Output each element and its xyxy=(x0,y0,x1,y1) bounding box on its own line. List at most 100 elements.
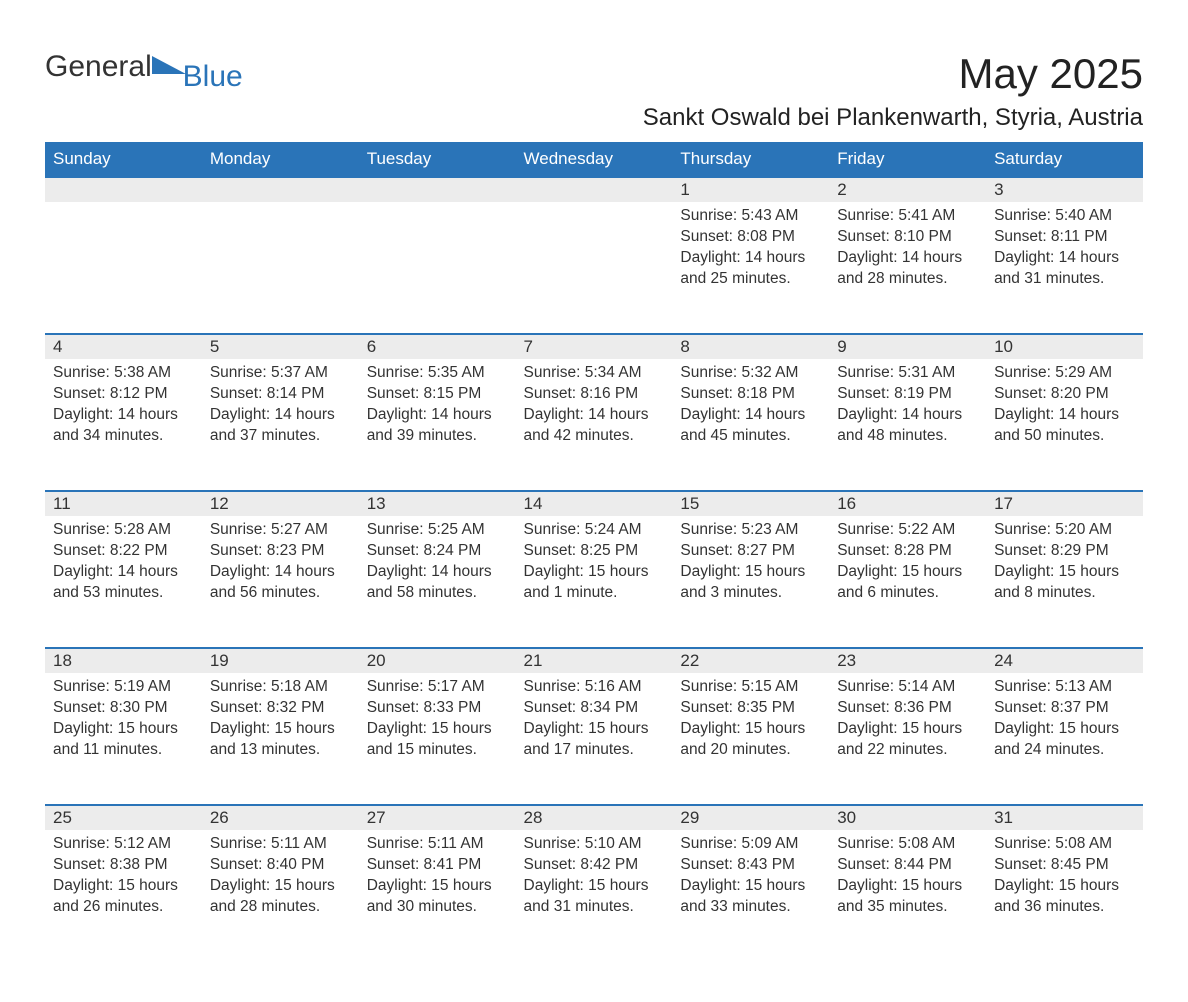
day-number: 3 xyxy=(986,178,1143,202)
day-number-cell: 9 xyxy=(829,334,986,359)
sunrise-text: Sunrise: 5:12 AM xyxy=(53,834,194,855)
sunrise-text: Sunrise: 5:41 AM xyxy=(837,206,978,227)
weekday-header: Saturday xyxy=(986,142,1143,177)
day-body xyxy=(202,202,359,214)
day-cell: Sunrise: 5:17 AMSunset: 8:33 PMDaylight:… xyxy=(359,673,516,805)
day-body: Sunrise: 5:15 AMSunset: 8:35 PMDaylight:… xyxy=(672,673,829,769)
sunset-text: Sunset: 8:30 PM xyxy=(53,698,194,719)
day-body: Sunrise: 5:37 AMSunset: 8:14 PMDaylight:… xyxy=(202,359,359,455)
daylight-text: Daylight: 15 hours and 33 minutes. xyxy=(680,876,821,918)
day-number-cell: 6 xyxy=(359,334,516,359)
day-body: Sunrise: 5:28 AMSunset: 8:22 PMDaylight:… xyxy=(45,516,202,612)
day-number: 27 xyxy=(359,806,516,830)
daylight-text: Daylight: 15 hours and 26 minutes. xyxy=(53,876,194,918)
day-cell: Sunrise: 5:18 AMSunset: 8:32 PMDaylight:… xyxy=(202,673,359,805)
day-number: 22 xyxy=(672,649,829,673)
day-cell: Sunrise: 5:19 AMSunset: 8:30 PMDaylight:… xyxy=(45,673,202,805)
calendar-table: Sunday Monday Tuesday Wednesday Thursday… xyxy=(45,142,1143,962)
day-number-cell: 21 xyxy=(516,648,673,673)
day-cell: Sunrise: 5:40 AMSunset: 8:11 PMDaylight:… xyxy=(986,202,1143,334)
week-body-row: Sunrise: 5:19 AMSunset: 8:30 PMDaylight:… xyxy=(45,673,1143,805)
day-number: 12 xyxy=(202,492,359,516)
day-body: Sunrise: 5:27 AMSunset: 8:23 PMDaylight:… xyxy=(202,516,359,612)
logo: General Blue xyxy=(45,50,251,84)
sunrise-text: Sunrise: 5:15 AM xyxy=(680,677,821,698)
day-cell: Sunrise: 5:08 AMSunset: 8:44 PMDaylight:… xyxy=(829,830,986,962)
sunset-text: Sunset: 8:33 PM xyxy=(367,698,508,719)
weekday-header: Monday xyxy=(202,142,359,177)
day-number-cell: 10 xyxy=(986,334,1143,359)
sunset-text: Sunset: 8:41 PM xyxy=(367,855,508,876)
sunset-text: Sunset: 8:44 PM xyxy=(837,855,978,876)
day-body: Sunrise: 5:40 AMSunset: 8:11 PMDaylight:… xyxy=(986,202,1143,298)
sunset-text: Sunset: 8:28 PM xyxy=(837,541,978,562)
day-number: 6 xyxy=(359,335,516,359)
daylight-text: Daylight: 14 hours and 58 minutes. xyxy=(367,562,508,604)
sunset-text: Sunset: 8:34 PM xyxy=(524,698,665,719)
day-number: 21 xyxy=(516,649,673,673)
day-cell: Sunrise: 5:29 AMSunset: 8:20 PMDaylight:… xyxy=(986,359,1143,491)
day-number-cell: 19 xyxy=(202,648,359,673)
sunrise-text: Sunrise: 5:25 AM xyxy=(367,520,508,541)
sunrise-text: Sunrise: 5:13 AM xyxy=(994,677,1135,698)
day-cell: Sunrise: 5:16 AMSunset: 8:34 PMDaylight:… xyxy=(516,673,673,805)
logo-text: General Blue xyxy=(45,50,251,84)
daylight-text: Daylight: 15 hours and 13 minutes. xyxy=(210,719,351,761)
weekday-header: Friday xyxy=(829,142,986,177)
day-number-cell: 20 xyxy=(359,648,516,673)
sunrise-text: Sunrise: 5:43 AM xyxy=(680,206,821,227)
day-number-cell xyxy=(516,177,673,202)
sunrise-text: Sunrise: 5:14 AM xyxy=(837,677,978,698)
day-body: Sunrise: 5:08 AMSunset: 8:44 PMDaylight:… xyxy=(829,830,986,926)
day-body: Sunrise: 5:17 AMSunset: 8:33 PMDaylight:… xyxy=(359,673,516,769)
day-number-cell: 23 xyxy=(829,648,986,673)
week-body-row: Sunrise: 5:28 AMSunset: 8:22 PMDaylight:… xyxy=(45,516,1143,648)
day-number xyxy=(202,178,359,182)
sunrise-text: Sunrise: 5:08 AM xyxy=(994,834,1135,855)
day-cell: Sunrise: 5:22 AMSunset: 8:28 PMDaylight:… xyxy=(829,516,986,648)
sunrise-text: Sunrise: 5:20 AM xyxy=(994,520,1135,541)
calendar-body: 123Sunrise: 5:43 AMSunset: 8:08 PMDaylig… xyxy=(45,177,1143,962)
sunrise-text: Sunrise: 5:37 AM xyxy=(210,363,351,384)
day-cell: Sunrise: 5:15 AMSunset: 8:35 PMDaylight:… xyxy=(672,673,829,805)
sunrise-text: Sunrise: 5:18 AM xyxy=(210,677,351,698)
sunrise-text: Sunrise: 5:09 AM xyxy=(680,834,821,855)
sunrise-text: Sunrise: 5:10 AM xyxy=(524,834,665,855)
day-number: 10 xyxy=(986,335,1143,359)
day-number-cell: 4 xyxy=(45,334,202,359)
day-cell: Sunrise: 5:31 AMSunset: 8:19 PMDaylight:… xyxy=(829,359,986,491)
day-body: Sunrise: 5:12 AMSunset: 8:38 PMDaylight:… xyxy=(45,830,202,926)
day-body: Sunrise: 5:23 AMSunset: 8:27 PMDaylight:… xyxy=(672,516,829,612)
daylight-text: Daylight: 15 hours and 36 minutes. xyxy=(994,876,1135,918)
day-number-cell: 16 xyxy=(829,491,986,516)
day-number: 5 xyxy=(202,335,359,359)
day-number: 13 xyxy=(359,492,516,516)
daylight-text: Daylight: 14 hours and 50 minutes. xyxy=(994,405,1135,447)
sunset-text: Sunset: 8:14 PM xyxy=(210,384,351,405)
day-cell: Sunrise: 5:43 AMSunset: 8:08 PMDaylight:… xyxy=(672,202,829,334)
sunset-text: Sunset: 8:08 PM xyxy=(680,227,821,248)
day-number-cell: 24 xyxy=(986,648,1143,673)
day-number: 16 xyxy=(829,492,986,516)
day-cell: Sunrise: 5:38 AMSunset: 8:12 PMDaylight:… xyxy=(45,359,202,491)
sunrise-text: Sunrise: 5:17 AM xyxy=(367,677,508,698)
day-body: Sunrise: 5:35 AMSunset: 8:15 PMDaylight:… xyxy=(359,359,516,455)
daylight-text: Daylight: 15 hours and 8 minutes. xyxy=(994,562,1135,604)
day-number-cell: 12 xyxy=(202,491,359,516)
day-number: 31 xyxy=(986,806,1143,830)
day-cell: Sunrise: 5:11 AMSunset: 8:41 PMDaylight:… xyxy=(359,830,516,962)
sunset-text: Sunset: 8:36 PM xyxy=(837,698,978,719)
day-body: Sunrise: 5:19 AMSunset: 8:30 PMDaylight:… xyxy=(45,673,202,769)
day-number-cell xyxy=(202,177,359,202)
day-cell: Sunrise: 5:35 AMSunset: 8:15 PMDaylight:… xyxy=(359,359,516,491)
daylight-text: Daylight: 14 hours and 45 minutes. xyxy=(680,405,821,447)
day-number-cell: 7 xyxy=(516,334,673,359)
day-number-cell: 31 xyxy=(986,805,1143,830)
title-block: May 2025 Sankt Oswald bei Plankenwarth, … xyxy=(643,50,1143,132)
day-cell: Sunrise: 5:27 AMSunset: 8:23 PMDaylight:… xyxy=(202,516,359,648)
sunrise-text: Sunrise: 5:32 AM xyxy=(680,363,821,384)
sunset-text: Sunset: 8:12 PM xyxy=(53,384,194,405)
daylight-text: Daylight: 15 hours and 30 minutes. xyxy=(367,876,508,918)
sunset-text: Sunset: 8:45 PM xyxy=(994,855,1135,876)
day-number-cell: 5 xyxy=(202,334,359,359)
